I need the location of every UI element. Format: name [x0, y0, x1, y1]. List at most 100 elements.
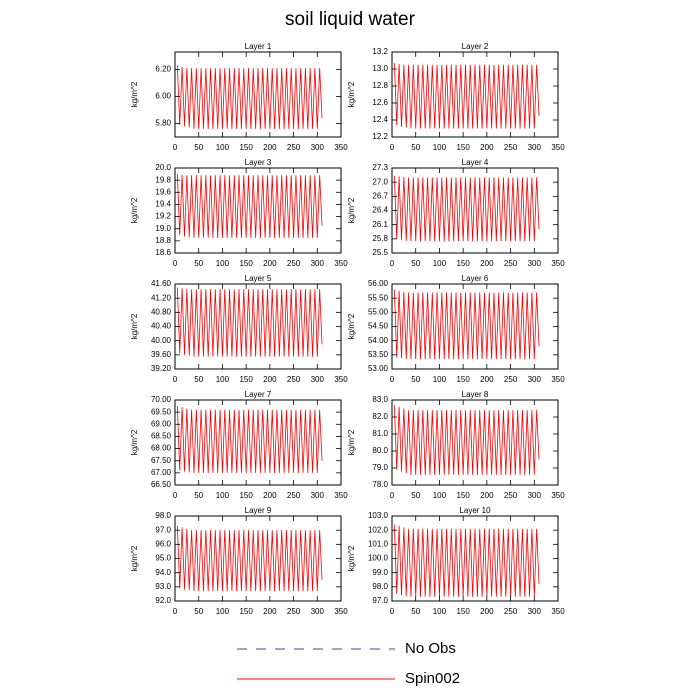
- x-tick-label: 0: [173, 375, 178, 384]
- x-tick-label: 50: [411, 143, 420, 152]
- x-tick-label: 250: [287, 375, 301, 384]
- x-tick-label: 0: [173, 491, 178, 500]
- x-tick-label: 0: [390, 143, 395, 152]
- x-tick-label: 300: [311, 607, 325, 616]
- y-tick-label: 100.0: [368, 554, 389, 563]
- y-axis-label: kg/m^2: [347, 197, 356, 223]
- x-tick-label: 200: [480, 143, 494, 152]
- y-tick-label: 12.6: [372, 98, 388, 107]
- x-tick-label: 200: [263, 491, 277, 500]
- y-tick-label: 98.0: [155, 511, 171, 520]
- y-tick-label: 54.00: [368, 336, 389, 345]
- x-tick-label: 150: [456, 259, 470, 268]
- plot-frame: [174, 51, 342, 138]
- x-tick-label: 0: [390, 259, 395, 268]
- data-line: [176, 406, 323, 473]
- y-tick-label: 54.50: [368, 322, 389, 331]
- x-tick-label: 150: [239, 607, 253, 616]
- data-line: [176, 287, 323, 357]
- x-tick-label: 100: [216, 259, 230, 268]
- x-tick-label: 100: [433, 259, 447, 268]
- plot-frame: [174, 283, 342, 370]
- y-tick-label: 26.1: [372, 220, 388, 229]
- y-tick-label: 70.00: [151, 395, 172, 404]
- panel-title: Layer 4: [462, 158, 489, 167]
- x-tick-label: 100: [433, 375, 447, 384]
- y-tick-label: 80.0: [372, 446, 388, 455]
- x-tick-label: 300: [311, 259, 325, 268]
- y-tick-label: 12.4: [372, 115, 388, 124]
- x-tick-label: 100: [216, 143, 230, 152]
- y-tick-label: 19.8: [155, 175, 171, 184]
- x-tick-label: 250: [287, 491, 301, 500]
- data-line: [393, 289, 540, 360]
- panel-title: Layer 9: [245, 506, 272, 515]
- y-tick-label: 56.00: [368, 279, 389, 288]
- y-axis-label: kg/m^2: [347, 545, 356, 571]
- x-tick-label: 250: [504, 375, 518, 384]
- chart-title: soil liquid water: [285, 9, 416, 30]
- y-tick-label: 40.40: [151, 322, 172, 331]
- y-axis-label: kg/m^2: [347, 429, 356, 455]
- y-tick-label: 81.0: [372, 429, 388, 438]
- x-tick-label: 50: [194, 259, 203, 268]
- y-tick-label: 26.7: [372, 191, 388, 200]
- y-tick-label: 98.0: [372, 582, 388, 591]
- y-axis-label: kg/m^2: [130, 429, 139, 455]
- x-tick-label: 50: [411, 375, 420, 384]
- x-tick-label: 250: [504, 491, 518, 500]
- data-line: [176, 65, 323, 129]
- x-tick-label: 350: [334, 259, 348, 268]
- x-tick-label: 250: [504, 607, 518, 616]
- y-axis-label: kg/m^2: [130, 81, 139, 107]
- y-tick-label: 40.80: [151, 307, 172, 316]
- y-tick-label: 25.5: [372, 248, 388, 257]
- data-line: [393, 63, 540, 129]
- x-tick-label: 350: [551, 607, 565, 616]
- x-tick-label: 50: [194, 491, 203, 500]
- x-tick-label: 300: [528, 607, 542, 616]
- x-tick-label: 150: [239, 259, 253, 268]
- plot-frame: [391, 399, 559, 486]
- x-tick-label: 0: [173, 143, 178, 152]
- y-tick-label: 78.0: [372, 480, 388, 489]
- x-tick-label: 300: [311, 491, 325, 500]
- x-tick-label: 300: [528, 143, 542, 152]
- y-tick-label: 102.0: [368, 525, 389, 534]
- x-tick-label: 50: [411, 259, 420, 268]
- plot-frame: [391, 283, 559, 370]
- x-tick-label: 150: [239, 491, 253, 500]
- x-tick-label: 100: [216, 375, 230, 384]
- x-tick-label: 250: [287, 143, 301, 152]
- plot-frame: [174, 167, 342, 254]
- y-tick-label: 103.0: [368, 511, 389, 520]
- y-tick-label: 26.4: [372, 206, 388, 215]
- x-tick-label: 150: [456, 607, 470, 616]
- y-tick-label: 18.6: [155, 248, 171, 257]
- y-tick-label: 5.80: [155, 119, 171, 128]
- y-tick-label: 39.20: [151, 364, 172, 373]
- panel-title: Layer 3: [245, 158, 272, 167]
- x-tick-label: 350: [334, 607, 348, 616]
- y-tick-label: 41.20: [151, 293, 172, 302]
- y-tick-label: 19.0: [155, 224, 171, 233]
- x-tick-label: 150: [456, 375, 470, 384]
- data-line: [393, 405, 540, 475]
- y-tick-label: 12.2: [372, 132, 388, 141]
- y-tick-label: 6.00: [155, 92, 171, 101]
- x-tick-label: 300: [311, 143, 325, 152]
- y-tick-label: 67.00: [151, 468, 172, 477]
- x-tick-label: 300: [528, 375, 542, 384]
- y-tick-label: 92.0: [155, 596, 171, 605]
- x-tick-label: 350: [334, 375, 348, 384]
- x-tick-label: 0: [390, 491, 395, 500]
- x-tick-label: 300: [528, 259, 542, 268]
- plot-frame: [391, 167, 559, 254]
- y-tick-label: 19.4: [155, 200, 171, 209]
- y-tick-label: 55.00: [368, 307, 389, 316]
- y-tick-label: 55.50: [368, 293, 389, 302]
- x-tick-label: 100: [433, 143, 447, 152]
- y-tick-label: 13.2: [372, 47, 388, 56]
- y-tick-label: 19.6: [155, 187, 171, 196]
